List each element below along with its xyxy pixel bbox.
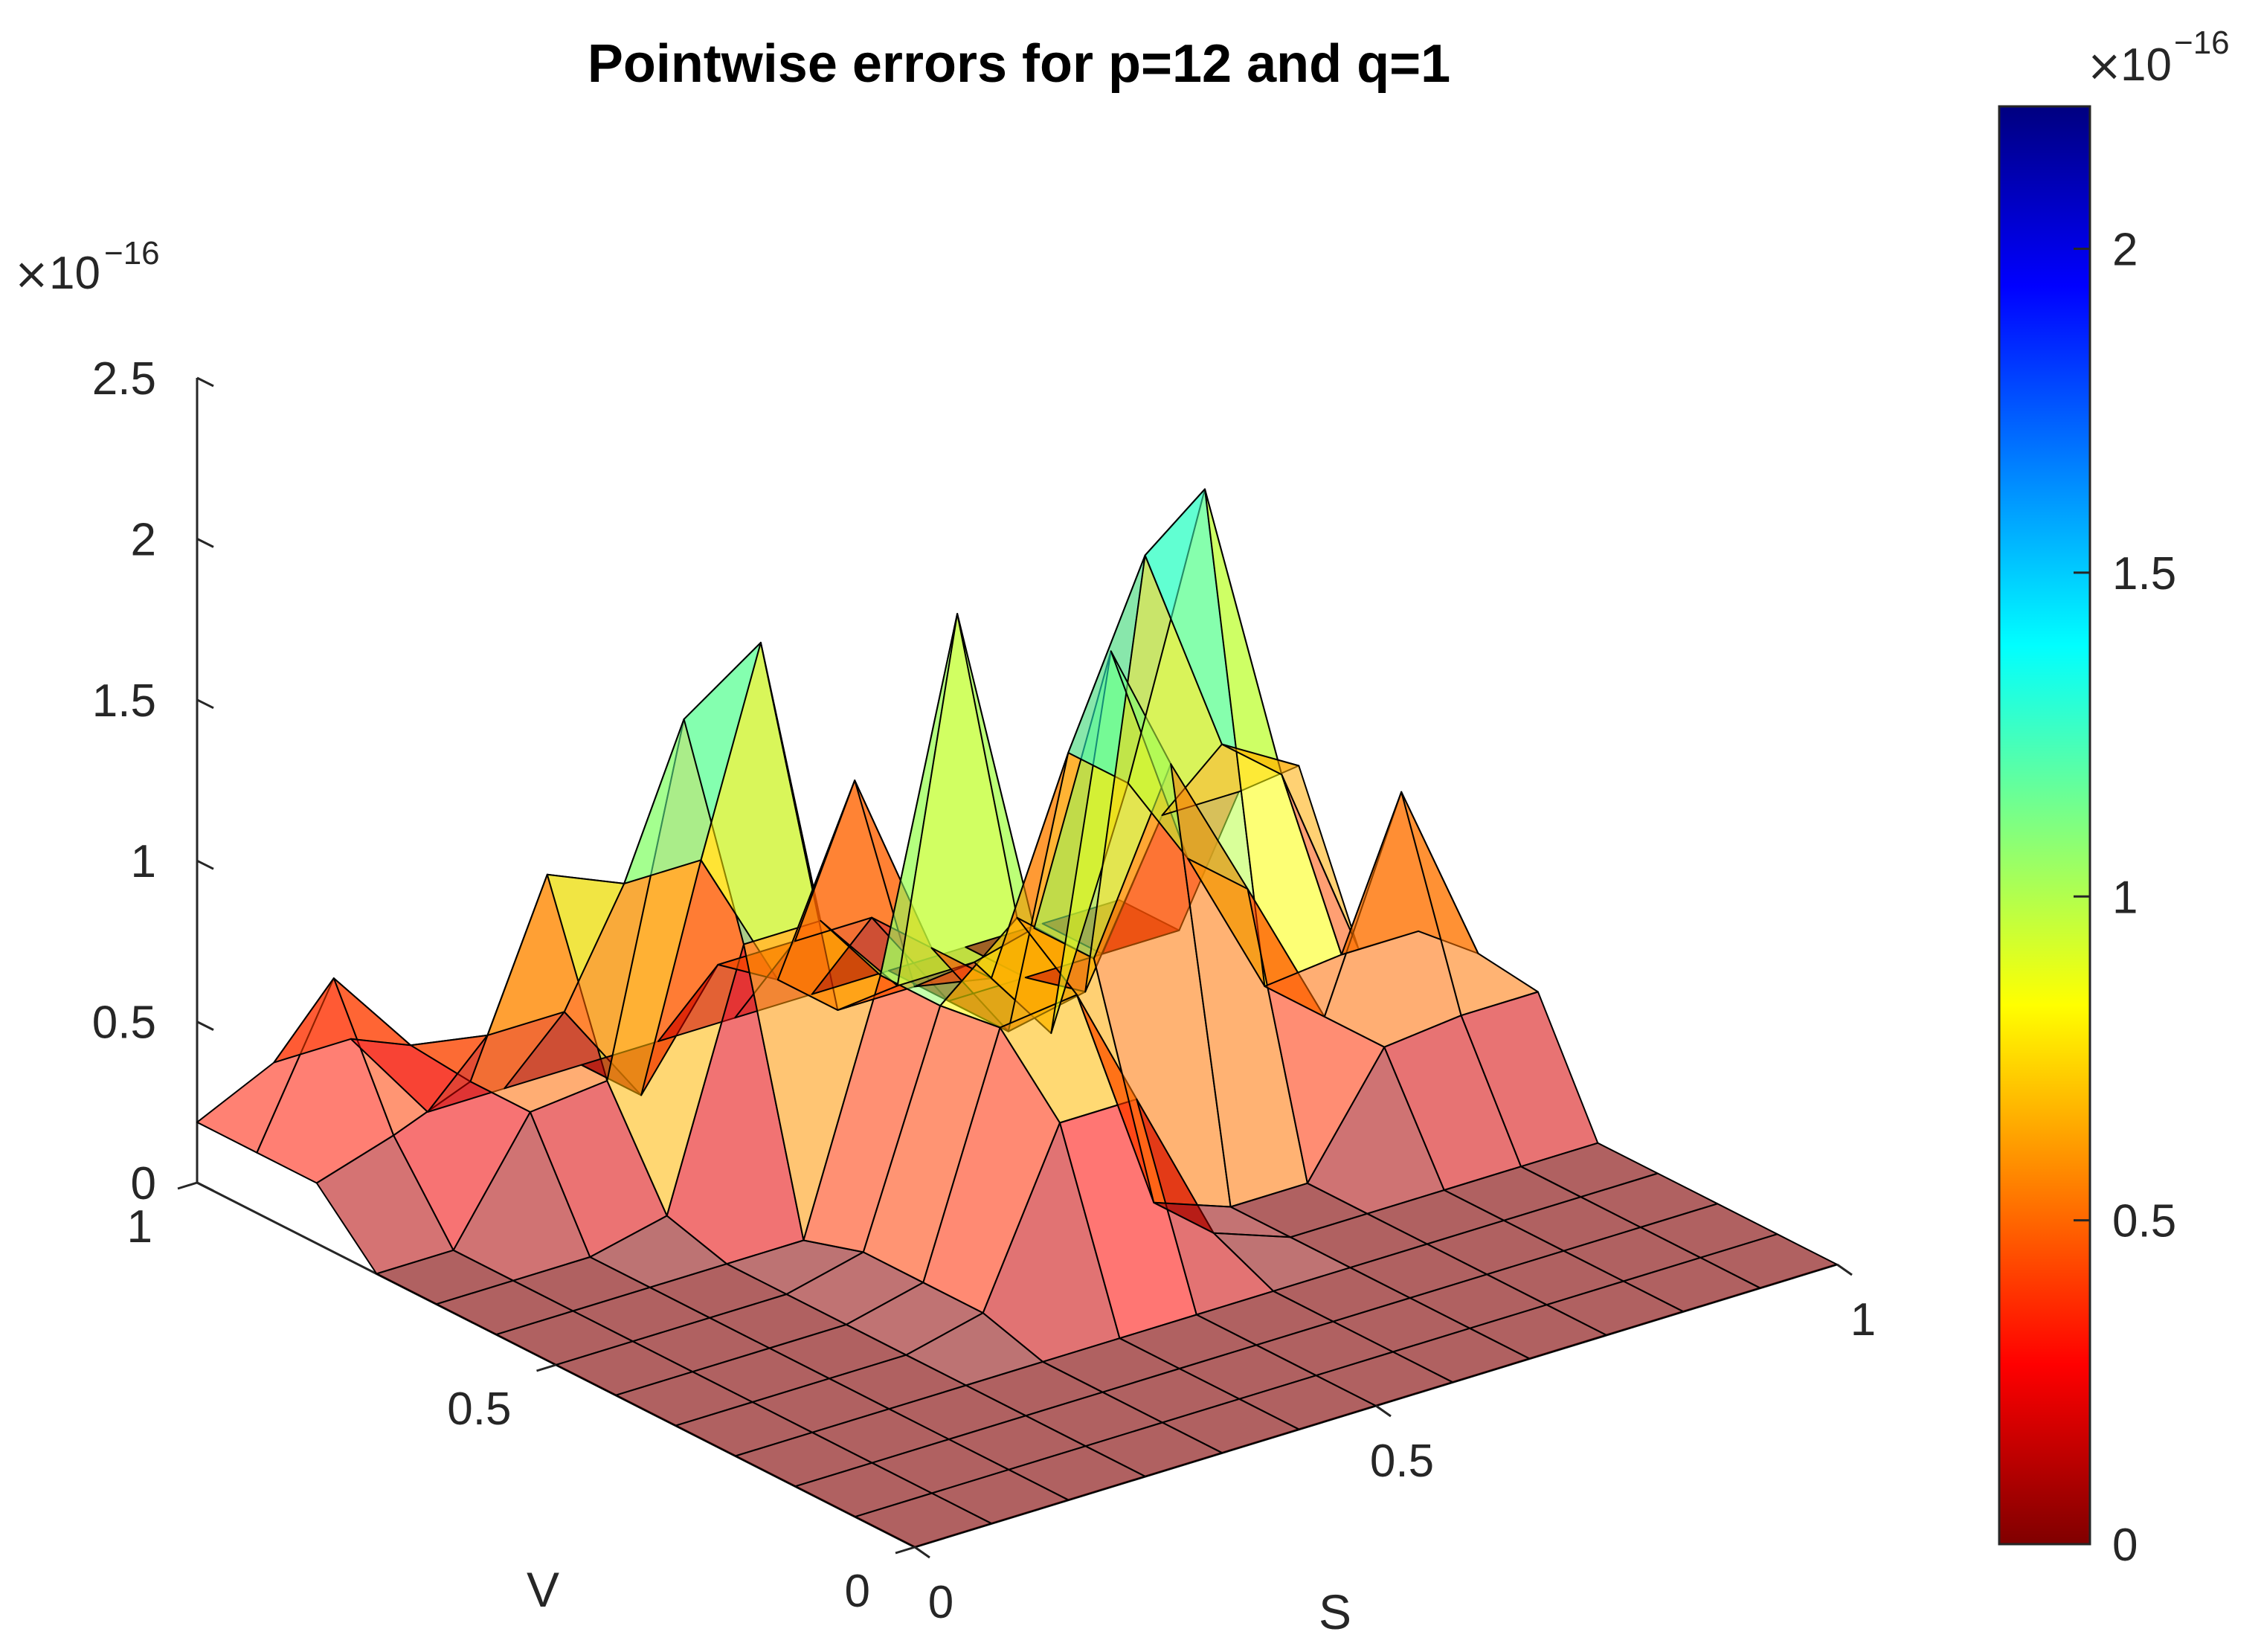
z-tick-mark <box>196 538 214 548</box>
z-axis-ticks: 0 0.5 1 1.5 2 2.5 <box>92 353 214 1209</box>
surface-face <box>1699 1233 1838 1289</box>
colorbar-ticks: 0 0.5 1 1.5 2 <box>2074 225 2176 1571</box>
z-tick-mark <box>196 1181 214 1192</box>
surface-plot <box>196 488 1838 1548</box>
colorbar-tick-label: 1.5 <box>2112 548 2176 600</box>
v-tick-label: 1 <box>127 1201 152 1253</box>
s-tick-label: 0.5 <box>1370 1436 1434 1487</box>
colorbar-gradient <box>1998 105 2091 1546</box>
chart-title: Pointwise errors for p=12 and q=1 <box>588 34 1450 94</box>
v-tick-mark <box>895 1546 916 1555</box>
v-tick-mark <box>536 1363 556 1372</box>
z-tick-label: 0 <box>131 1158 156 1209</box>
z-tick-mark <box>196 1021 214 1031</box>
colorbar-tick-label: 0.5 <box>2112 1196 2176 1247</box>
colorbar-exponent: × 10 −16 <box>2086 25 2230 91</box>
z-tick-mark <box>196 698 214 710</box>
svg-text:×: × <box>2086 40 2123 91</box>
v-axis-ticks: 00.51 <box>127 1181 916 1617</box>
s-tick-label: 1 <box>1850 1294 1876 1346</box>
s-axis-ticks: 00.51 <box>914 1263 1876 1628</box>
svg-text:10: 10 <box>2120 39 2172 91</box>
z-tick-label: 1 <box>131 836 156 887</box>
colorbar: 0 0.5 1 1.5 2 × 10 −16 <box>1998 25 2230 1571</box>
z-tick-label: 2.5 <box>92 353 156 405</box>
svg-text:−16: −16 <box>2174 25 2230 61</box>
s-tick-label: 0 <box>928 1577 953 1628</box>
svg-text:10: 10 <box>49 248 100 299</box>
z-tick-label: 0.5 <box>92 997 156 1049</box>
v-tick-label: 0 <box>845 1566 870 1617</box>
s-tick-mark <box>914 1546 930 1559</box>
z-tick-mark <box>196 376 214 388</box>
v-axis-label: V <box>527 1562 559 1617</box>
z-tick-label: 1.5 <box>92 675 156 727</box>
colorbar-tick-label: 0 <box>2112 1520 2138 1571</box>
s-tick-mark <box>1375 1404 1392 1418</box>
s-axis-label: S <box>1319 1584 1351 1639</box>
z-tick-mark <box>196 859 214 870</box>
colorbar-tick-label: 2 <box>2112 225 2138 276</box>
colorbar-tick-label: 1 <box>2112 872 2138 923</box>
v-tick-label: 0.5 <box>447 1383 511 1435</box>
v-tick-mark <box>177 1181 198 1190</box>
z-tick-label: 2 <box>131 514 156 565</box>
z-axis-exponent: × 10 −16 <box>13 235 160 299</box>
s-tick-mark <box>1836 1263 1853 1276</box>
svg-text:−16: −16 <box>104 235 160 271</box>
svg-text:×: × <box>13 248 50 299</box>
